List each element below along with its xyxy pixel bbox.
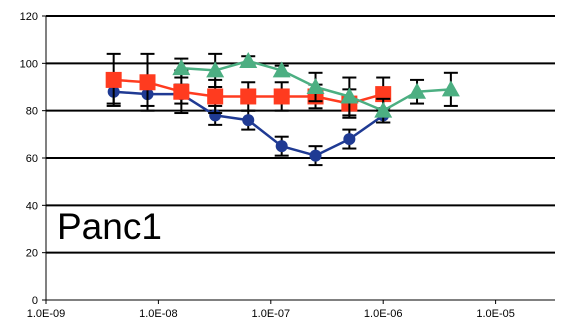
data-point [173,83,190,100]
data-point [273,88,290,105]
y-tick-label: 40 [26,200,38,212]
x-tick-label: 1.0E-07 [252,308,291,320]
y-tick-label: 100 [20,58,38,70]
data-point [441,80,460,97]
data-point [374,101,393,118]
y-tick-label: 0 [32,295,38,307]
data-point [172,59,191,76]
data-point [242,114,255,127]
axes: 0 20 40 60 80 100 120 1.0E-09 1.0E-08 1.0E-07 1.0E… [20,11,555,320]
x-tick-label: 1.0E-06 [364,308,403,320]
data-point [343,133,356,146]
data-point [105,71,122,88]
data-point [139,74,156,91]
x-tick-label: 1.0E-05 [476,308,515,320]
y-tick-label: 80 [26,106,38,118]
gridlines [46,15,555,254]
x-tick-label: 1.0E-08 [139,308,178,320]
data-point [275,140,288,153]
data-point [206,61,225,78]
data-point [309,149,322,162]
panc1-annotation: Panc1 [57,206,162,247]
x-tick-label: 1.0E-09 [27,308,66,320]
data-point [340,87,359,104]
data-point [239,51,258,68]
series-triangle [172,51,460,124]
y-tick-label: 20 [26,248,38,260]
y-tick-label: 60 [26,153,38,165]
data-point [272,61,291,78]
y-tick-label: 120 [20,11,38,23]
data-point [240,88,257,105]
data-point [408,82,427,99]
series-group [105,51,460,167]
data-point [207,88,224,105]
data-point [306,78,325,94]
